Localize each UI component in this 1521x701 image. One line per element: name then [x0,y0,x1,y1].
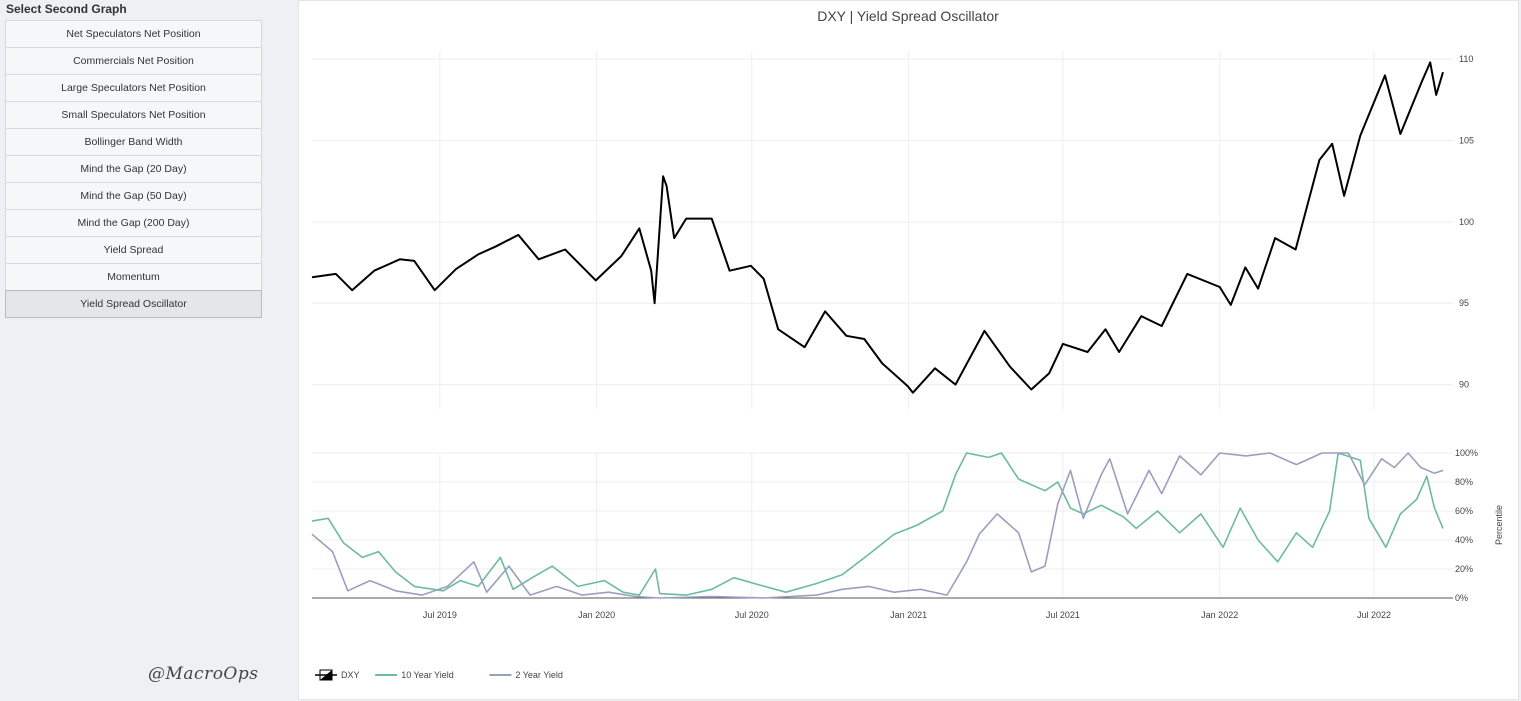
graph-button-yield-spread-oscillator[interactable]: Yield Spread Oscillator [5,290,262,318]
chart-title: DXY | Yield Spread Oscillator [817,8,999,24]
y-tick-label-bottom: 40% [1455,535,1473,545]
y-tick-label-top: 110 [1459,54,1473,64]
graph-button-momentum[interactable]: Momentum [5,263,262,290]
legend-label: 10 Year Yield [401,670,454,680]
y-tick-label-bottom: 20% [1455,564,1473,574]
two-year-yield-line [311,452,1444,599]
x-tick-label: Jan 2021 [890,610,927,620]
x-tick-label: Jul 2022 [1357,610,1391,620]
sidebar: Select Second Graph Net Speculators Net … [0,0,270,701]
ten-year-yield-line [311,452,1444,596]
chart-panel: DXY | Yield Spread Oscillator Jul 2019 Jan… [298,0,1519,700]
y-tick-label-top: 90 [1459,380,1469,390]
y-tick-label-top: 105 [1459,136,1474,146]
x-tick-label: Jan 2022 [1201,610,1238,620]
graph-button-large-speculators-net-position[interactable]: Large Speculators Net Position [5,74,262,101]
y-tick-label-bottom: 0% [1455,593,1468,603]
graph-button-mind-the-gap-20-day[interactable]: Mind the Gap (20 Day) [5,155,262,182]
legend-label: 2 Year Yield [515,670,563,680]
graph-button-yield-spread[interactable]: Yield Spread [5,236,262,263]
legend-label: DXY [341,670,360,680]
graph-button-bollinger-band-width[interactable]: Bollinger Band Width [5,128,262,155]
x-tick-label: Jul 2020 [735,610,769,620]
graph-button-small-speculators-net-position[interactable]: Small Speculators Net Position [5,101,262,128]
graph-button-commercials-net-position[interactable]: Commercials Net Position [5,47,262,74]
y-tick-label-bottom: 60% [1455,506,1473,516]
x-tick-label: Jul 2019 [423,610,457,620]
watermark: @MacroOps [148,664,259,684]
graph-button-mind-the-gap-50-day[interactable]: Mind the Gap (50 Day) [5,182,262,209]
y-tick-label-bottom: 100% [1455,448,1478,458]
graph-select-list: Net Speculators Net Position Commercials … [5,20,262,318]
graph-button-mind-the-gap-200-day[interactable]: Mind the Gap (200 Day) [5,209,262,236]
y-axis-label-percentile: Percentile [1494,505,1504,545]
x-tick-label: Jan 2020 [578,610,615,620]
chart: DXY | Yield Spread Oscillator Jul 2019 Jan… [311,8,1504,681]
y-tick-label-bottom: 80% [1455,477,1473,487]
graph-button-net-speculators-net-position[interactable]: Net Speculators Net Position [5,20,262,47]
legend-swatch-dxy-fill [320,670,332,680]
sidebar-title: Select Second Graph [6,2,127,16]
x-tick-label: Jul 2021 [1046,610,1080,620]
y-tick-label-top: 100 [1459,217,1474,227]
legend-swatch-dxy-box [319,669,333,681]
dxy-line [311,61,1444,394]
y-tick-label-top: 95 [1459,298,1469,308]
